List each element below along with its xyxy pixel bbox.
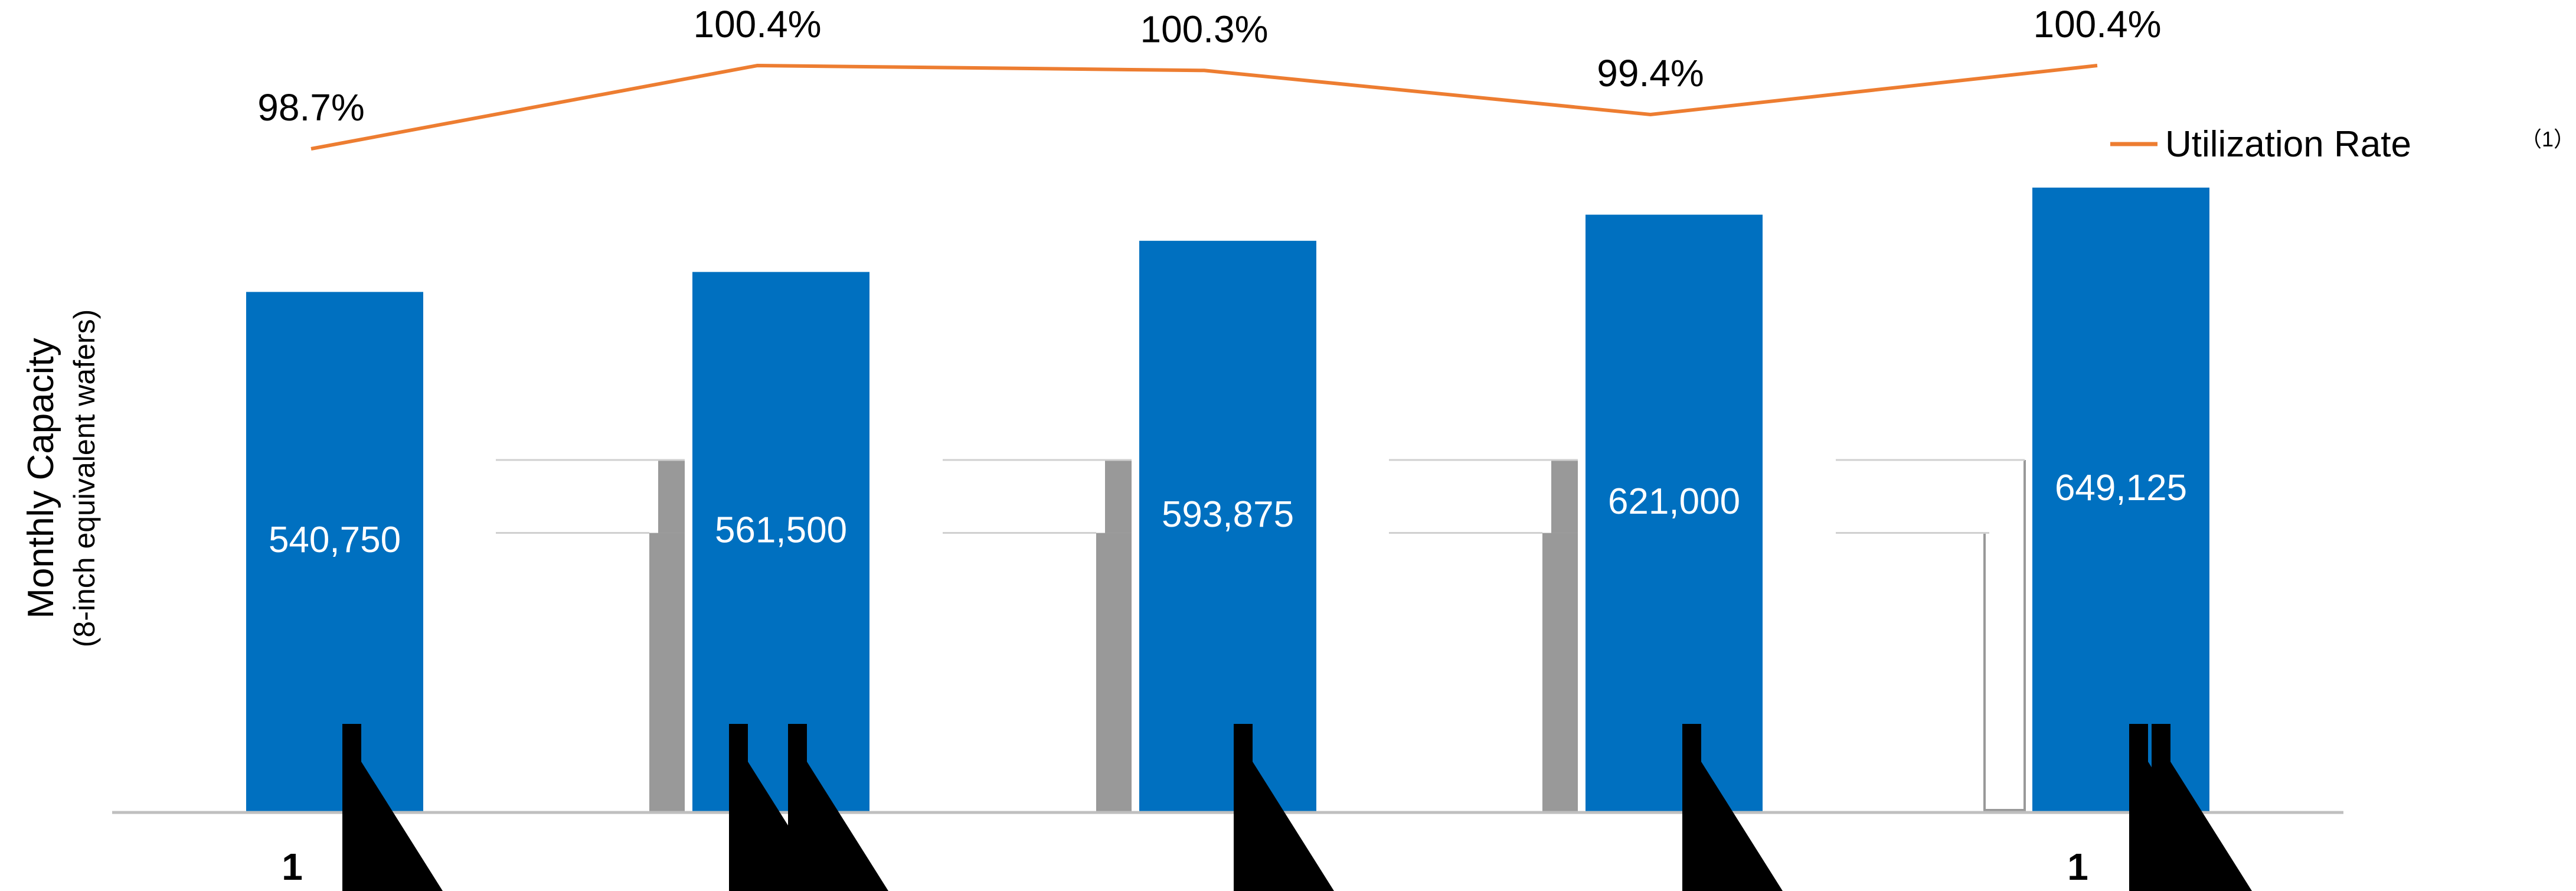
footnote-mark-glyph <box>729 724 829 891</box>
y-axis-title: Monthly Capacity <box>21 338 61 619</box>
y-axis-subtitle: (8-inch equivalent wafers) <box>68 309 101 648</box>
utilization-value-label: 100.4% <box>693 3 821 45</box>
utilization-value-label: 98.7% <box>257 86 364 129</box>
secondary-bar <box>649 533 685 812</box>
bar-value-label: 649,125 <box>2055 468 2187 508</box>
footnote-mark-glyph <box>1682 724 1783 891</box>
capacity-bar <box>1586 214 1763 813</box>
capacity-bar <box>2032 187 2209 813</box>
bar-value-label: 593,875 <box>1162 494 1294 535</box>
legend-note: （1） <box>2521 127 2575 151</box>
bar-value-label: 561,500 <box>715 510 847 550</box>
utilization-rate-line <box>310 63 2098 151</box>
capacity-bars <box>246 187 2209 813</box>
secondary-bar-upper <box>1105 460 1132 533</box>
secondary-bar <box>1542 533 1578 812</box>
footnote-mark-glyph <box>342 724 443 891</box>
footer-mark: 1 <box>282 846 303 888</box>
secondary-bar-upper <box>658 460 685 533</box>
capacity-bar <box>692 272 869 812</box>
secondary-bar <box>1096 533 1132 812</box>
utilization-value-label: 99.4% <box>1597 52 1704 94</box>
utilization-value-label: 100.4% <box>2033 3 2161 45</box>
capacity-bar <box>246 292 423 812</box>
utilization-value-label: 100.3% <box>1140 8 1268 50</box>
footnote-mark-glyph <box>788 724 888 891</box>
footnote-mark-glyph <box>2152 724 2252 891</box>
footnote-marks <box>342 724 2252 891</box>
bar-value-label: 621,000 <box>1608 481 1740 522</box>
footnote-mark-glyph <box>1234 724 1334 891</box>
bar-value-labels: 540,750 561,500 593,875 621,000 649,125 <box>269 468 2187 560</box>
utilization-value-labels: 98.7% 100.4% 100.3% 99.4% 100.4% <box>257 3 2161 129</box>
secondary-bar-outline <box>1983 533 2025 811</box>
secondary-bar-upper <box>1551 460 1578 533</box>
capacity-bar <box>1139 240 1316 812</box>
bar-value-label: 540,750 <box>269 520 401 560</box>
legend: Utilization Rate （1） <box>2110 124 2575 165</box>
footer-mark: 1 <box>2067 846 2088 888</box>
secondary-bars <box>496 459 2026 812</box>
legend-label: Utilization Rate <box>2165 124 2411 165</box>
